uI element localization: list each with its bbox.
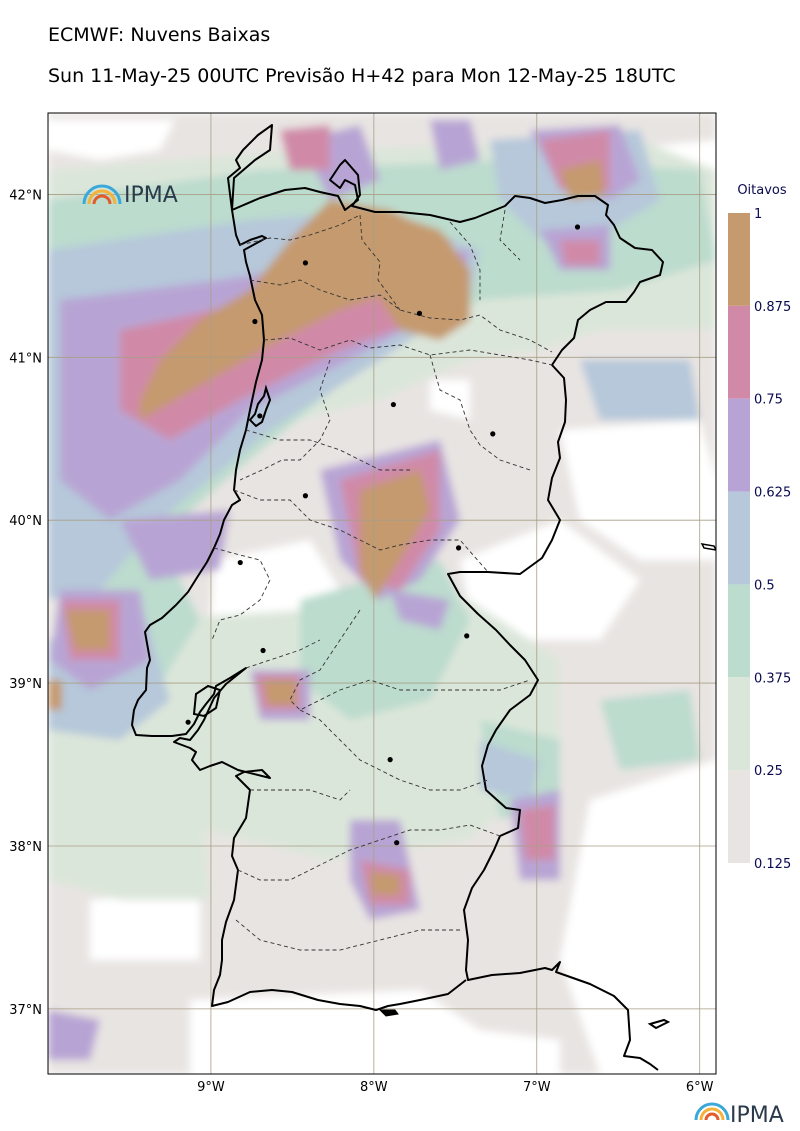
island-berlengas — [700, 543, 716, 551]
colorbar-segment — [728, 305, 750, 399]
ipma-logo-map: IPMA — [82, 183, 178, 208]
lat-label: 40°N — [9, 514, 42, 529]
city-marker — [302, 493, 309, 499]
colorbar-title: Oitavos — [737, 183, 787, 198]
island-tavira — [647, 1018, 671, 1030]
city-marker — [464, 633, 470, 639]
lon-label: 6°W — [686, 1080, 714, 1095]
colorbar-tick-label: 0.625 — [754, 486, 791, 501]
graticule — [48, 113, 716, 1074]
city-marker — [574, 224, 581, 230]
colorbar-segment — [728, 398, 750, 492]
colorbar-tick-label: 1 — [754, 207, 762, 222]
estuary-aveiro — [248, 384, 272, 428]
city-marker — [455, 545, 462, 551]
city-marker — [416, 310, 423, 316]
colorbar-tick-label: 0.125 — [754, 857, 791, 872]
lat-label: 38°N — [9, 840, 42, 855]
city-marker — [394, 840, 400, 846]
colorbar-labels: 1 0.875 0.75 0.625 0.5 0.375 0.25 0.125 — [754, 207, 791, 872]
colorbar-tick-label: 0.5 — [754, 578, 775, 593]
city-markers — [185, 224, 581, 846]
city-marker — [252, 318, 258, 325]
portugal-outline — [131, 124, 716, 1071]
latitude-labels: 42°N 41°N 40°N 39°N 38°N 37°N — [9, 188, 42, 1017]
city-marker — [257, 413, 263, 419]
ipma-logo-text-map: IPMA — [124, 183, 178, 208]
ipma-logo-footer-arc-icon — [694, 1102, 730, 1121]
island-algarve — [378, 1009, 399, 1017]
colorbar-segment — [728, 770, 750, 863]
city-marker — [390, 401, 397, 408]
colorbar-segment — [728, 213, 750, 306]
city-marker — [387, 757, 393, 763]
colorbar-segment — [728, 491, 750, 585]
city-marker — [302, 260, 309, 266]
lon-label: 8°W — [360, 1080, 388, 1095]
city-marker — [237, 559, 243, 566]
lat-label: 41°N — [9, 351, 42, 366]
colorbar-tick-label: 0.25 — [754, 764, 783, 779]
colorbar-tick-label: 0.75 — [754, 393, 783, 408]
ipma-logo-arc-icon — [82, 184, 122, 205]
colorbar-segment — [728, 677, 750, 771]
map-subtitle: Sun 11-May-25 00UTC Previsão H+42 para M… — [48, 65, 676, 87]
colorbar-segment — [728, 584, 750, 678]
map-title: ECMWF: Nuvens Baixas — [48, 24, 271, 46]
district-boundaries — [211, 209, 553, 951]
colorbar: Oitavos 1 0.875 0.75 0.625 0.5 0.375 0.25 0.125 — [728, 183, 791, 872]
lon-label: 7°W — [523, 1080, 551, 1095]
city-marker — [260, 647, 266, 654]
colorbar-tick-label: 0.375 — [754, 671, 791, 686]
cloud-cover-field — [48, 113, 716, 1074]
city-marker — [490, 431, 496, 437]
map-frame — [47, 112, 717, 1075]
city-marker — [185, 719, 191, 725]
colorbar-tick-label: 0.875 — [754, 300, 791, 315]
ipma-logo-footer: IPMA — [694, 1102, 784, 1128]
colorbar-segments — [728, 213, 750, 863]
lat-label: 39°N — [9, 677, 42, 692]
lat-label: 37°N — [9, 1003, 42, 1018]
coastline-border — [227, 124, 664, 1071]
longitude-labels: 9°W 8°W 7°W 6°W — [197, 1080, 714, 1095]
lat-label: 42°N — [9, 188, 42, 203]
lon-label: 9°W — [197, 1080, 225, 1095]
ipma-logo-text-footer: IPMA — [730, 1103, 784, 1128]
river-mouth-tejo — [192, 684, 222, 718]
